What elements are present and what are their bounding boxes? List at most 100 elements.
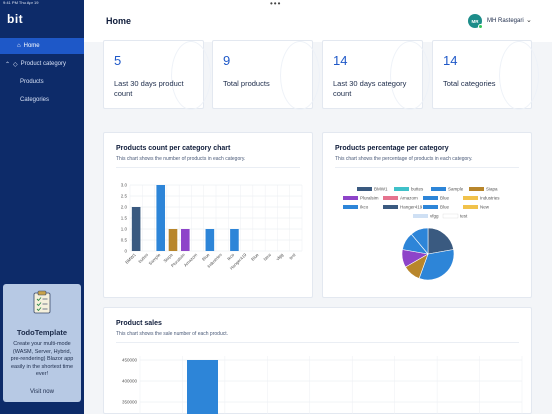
legend-label: Ikco (360, 205, 369, 210)
legend-swatch (343, 205, 358, 209)
y-tick-label: 1.0 (121, 227, 128, 232)
visit-now-link[interactable]: Visit now (30, 389, 54, 395)
y-tick-label: 0 (124, 249, 127, 254)
legend-label: vfgg (430, 214, 439, 219)
card-decoration (499, 41, 539, 110)
legend-swatch (423, 205, 438, 209)
x-tick-label: vfgg (275, 252, 285, 262)
divider (116, 167, 300, 168)
x-tick-label: buttes (137, 252, 149, 264)
pie-slice (418, 249, 455, 281)
multitask-dots-icon[interactable]: ••• (270, 0, 282, 8)
divider (116, 342, 519, 343)
legend-swatch (383, 196, 398, 200)
clipboard-icon (33, 290, 51, 314)
x-tick-label: Blue (250, 252, 260, 262)
legend-label: Hanger419 (400, 205, 423, 210)
panel-subtitle: This chart shows the percentage of produ… (335, 156, 473, 162)
bar (187, 360, 218, 414)
card-decoration (390, 41, 430, 110)
sidebar-item-products[interactable]: Products (0, 74, 84, 90)
products-count-chart-panel: Products count per category chart This c… (103, 132, 313, 298)
legend-swatch (343, 196, 358, 200)
bar (180, 229, 190, 251)
x-tick-label: test (288, 252, 297, 261)
x-tick-label: Sample (148, 252, 162, 266)
stat-card-total-categories: 14 Total categories (432, 40, 539, 110)
legend-label: test (460, 214, 468, 219)
sidebar-item-categories[interactable]: Categories (0, 92, 84, 108)
legend-label: Pluralsim (360, 196, 379, 201)
y-tick-label: 1.5 (121, 216, 128, 221)
legend-label: Industries (480, 196, 500, 201)
x-tick-label: Ikco (226, 252, 236, 262)
y-tick-label: 2.5 (121, 194, 128, 199)
products-percentage-pie-chart: BMW1 buttes Sample Siapa Pluralsim Amazom Blue… (343, 187, 500, 281)
x-tick-label: Siapa (162, 252, 174, 264)
panel-title: Product sales (116, 320, 162, 327)
stat-value: 9 (223, 53, 231, 68)
bar (205, 229, 215, 251)
sidebar: bit ⌂ Home ⌃ ◇ Product category Products… (0, 0, 84, 414)
stat-card-last30-products: 5 Last 30 days product count (103, 40, 211, 110)
x-tick-label: BMW1 (124, 252, 137, 265)
legend-swatch (463, 205, 478, 209)
legend-label: buttes (411, 187, 424, 192)
promo-title: TodoTemplate (16, 328, 68, 337)
status-time: 9:41 PM Thu Apr 19 (3, 0, 39, 5)
panel-subtitle: This chart shows the number of products … (116, 156, 246, 162)
sidebar-item-label: Product category (20, 61, 67, 67)
y-tick-label: 400000 (122, 379, 138, 384)
stat-label: Total products (223, 79, 270, 88)
products-percentage-chart-panel: Products percentage per category This ch… (322, 132, 532, 298)
y-tick-label: 2.0 (121, 205, 128, 210)
avatar[interactable]: MR (468, 14, 483, 29)
legend-swatch (442, 213, 459, 219)
bar (131, 207, 141, 251)
sidebar-item-label: Home (23, 43, 40, 49)
panel-title: Products percentage per category (335, 145, 449, 152)
page-title: Home (106, 16, 132, 26)
bar (230, 229, 239, 251)
bar (168, 229, 178, 251)
legend-label: Blue (440, 196, 450, 201)
stat-value: 5 (114, 53, 122, 68)
home-icon: ⌂ (17, 43, 21, 49)
legend-label: Blue (440, 205, 450, 210)
sidebar-item-label: Products (20, 79, 44, 85)
product-sales-bar-chart: 450000 400000 350000 (122, 356, 523, 414)
sidebar-item-home[interactable]: ⌂ Home (0, 38, 84, 54)
sidebar-item-label: Categories (20, 97, 50, 103)
product-sales-chart-panel: Product sales This chart shows the sale … (103, 307, 532, 414)
sidebar-item-product-category[interactable]: ⌃ ◇ Product category (0, 56, 84, 72)
stat-card-last30-categories: 14 Last 30 days category count (322, 40, 430, 110)
stat-card-total-products: 9 Total products (212, 40, 320, 110)
user-name[interactable]: MH Rastegari (487, 18, 524, 24)
promo-card: TodoTemplate Create your multi-mode (WAS… (3, 284, 81, 402)
x-tick-label: Blue (201, 252, 211, 262)
legend-swatch (469, 187, 484, 191)
divider (335, 167, 519, 168)
y-tick-label: 450000 (122, 358, 138, 363)
card-decoration (280, 41, 320, 110)
legend-swatch (463, 196, 478, 200)
legend-swatch (423, 196, 438, 200)
y-tick-label: 3.0 (121, 183, 128, 188)
bar (156, 185, 166, 251)
app-logo[interactable]: bit (7, 12, 24, 26)
legend-label: New (480, 205, 490, 210)
top-header: Home MR MH Rastegari ⌄ (84, 0, 552, 42)
legend-label: Sample (448, 187, 464, 192)
chevron-down-icon[interactable]: ⌄ (526, 17, 532, 24)
status-bar: 9:41 PM Thu Apr 19 ••• (0, 0, 552, 8)
legend-swatch (394, 187, 409, 191)
y-tick-label: 0.5 (121, 238, 128, 243)
avatar-initials: MR (471, 18, 479, 24)
stat-label: Last 30 days product count (114, 79, 184, 98)
legend-label: Amazom (400, 196, 418, 201)
tag-icon: ◇ (13, 61, 18, 68)
x-tick-label: New (262, 252, 272, 262)
x-tick-label: Amazom (183, 252, 199, 268)
panel-title: Products count per category chart (116, 145, 231, 152)
legend-swatch (383, 205, 398, 209)
